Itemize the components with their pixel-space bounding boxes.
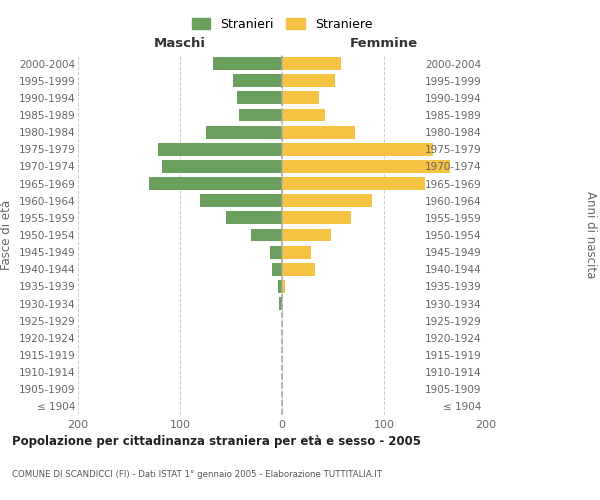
Bar bbox=[282, 177, 425, 190]
Bar bbox=[270, 246, 282, 258]
Bar bbox=[282, 194, 372, 207]
Bar bbox=[205, 126, 282, 138]
Bar bbox=[282, 228, 331, 241]
Bar bbox=[282, 246, 311, 258]
Bar bbox=[282, 57, 341, 70]
Bar bbox=[282, 212, 352, 224]
Bar bbox=[282, 263, 314, 276]
Bar bbox=[212, 57, 282, 70]
Bar bbox=[282, 143, 433, 156]
Text: Femmine: Femmine bbox=[350, 37, 418, 50]
Y-axis label: Fasce di età: Fasce di età bbox=[0, 200, 13, 270]
Text: Maschi: Maschi bbox=[154, 37, 206, 50]
Text: COMUNE DI SCANDICCI (FI) - Dati ISTAT 1° gennaio 2005 - Elaborazione TUTTITALIA.: COMUNE DI SCANDICCI (FI) - Dati ISTAT 1°… bbox=[12, 470, 382, 479]
Bar bbox=[282, 280, 285, 293]
Legend: Stranieri, Straniere: Stranieri, Straniere bbox=[191, 18, 373, 31]
Bar bbox=[272, 263, 282, 276]
Bar bbox=[161, 160, 282, 173]
Bar bbox=[282, 108, 325, 122]
Bar bbox=[226, 212, 282, 224]
Bar bbox=[239, 108, 282, 122]
Bar bbox=[149, 177, 282, 190]
Bar bbox=[279, 297, 282, 310]
Text: Anni di nascita: Anni di nascita bbox=[584, 192, 597, 278]
Bar bbox=[282, 74, 335, 87]
Bar bbox=[278, 280, 282, 293]
Bar bbox=[233, 74, 282, 87]
Bar bbox=[158, 143, 282, 156]
Text: Popolazione per cittadinanza straniera per età e sesso - 2005: Popolazione per cittadinanza straniera p… bbox=[12, 435, 421, 448]
Bar bbox=[282, 92, 319, 104]
Bar bbox=[282, 160, 451, 173]
Bar bbox=[282, 126, 355, 138]
Bar bbox=[200, 194, 282, 207]
Bar bbox=[237, 92, 282, 104]
Bar bbox=[251, 228, 282, 241]
